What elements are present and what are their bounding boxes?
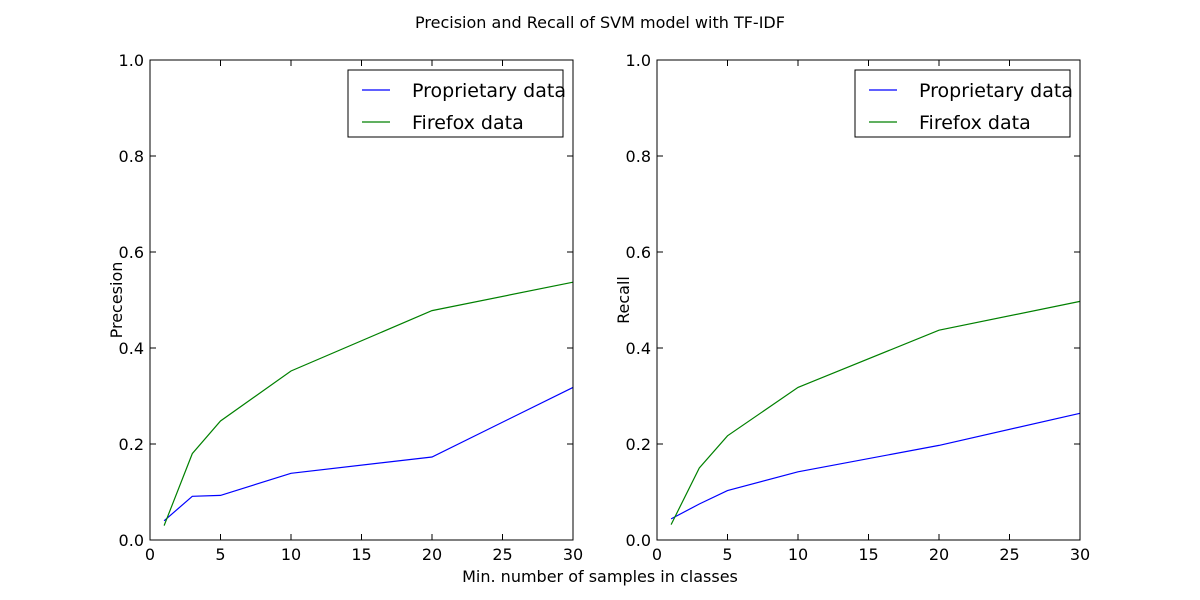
- series-line-proprietary-data: [163, 386, 574, 522]
- y-tick-label: 0.6: [119, 243, 144, 262]
- x-tick-label: 10: [788, 545, 808, 564]
- y-tick-label: 0.2: [119, 435, 144, 454]
- legend-label: Firefox data: [412, 112, 524, 134]
- y-tick-label: 0.0: [119, 531, 144, 550]
- x-tick-label: 30: [1070, 545, 1090, 564]
- recall-subplot: 0 5 10 15 20 25 30 0.0 0.2 0.4 0.6 0.8 1.0 Recall Prop…: [614, 51, 1090, 564]
- y-tick-label: 1.0: [119, 51, 144, 70]
- y-tick-label: 1.0: [626, 51, 651, 70]
- x-tick-label: 5: [722, 545, 732, 564]
- y-axis-label: Recall: [614, 276, 633, 324]
- legend-box: [854, 69, 1071, 138]
- series-line-firefox-data: [670, 300, 1081, 525]
- x-tick-label: 25: [492, 545, 512, 564]
- x-tick-label: 20: [929, 545, 949, 564]
- x-tick-label: 15: [858, 545, 878, 564]
- x-tick-label: 30: [563, 545, 583, 564]
- shared-x-axis-label: Min. number of samples in classes: [462, 567, 738, 586]
- legend-label: Proprietary data: [919, 80, 1073, 102]
- x-tick-label: 0: [145, 545, 155, 564]
- precision-subplot: 0 5 10 15 20 25 30 0.0 0.2 0.4 0.6 0.8 1.0 Precesion P…: [107, 51, 583, 564]
- y-tick-label: 0.8: [626, 147, 651, 166]
- y-tick-label: 0.0: [626, 531, 651, 550]
- y-tick-label: 0.8: [119, 147, 144, 166]
- y-tick-label: 0.6: [626, 243, 651, 262]
- y-tick-label: 0.4: [119, 339, 144, 358]
- y-tick-label: 0.2: [626, 435, 651, 454]
- legend-label: Proprietary data: [412, 80, 566, 102]
- x-tick-label: 0: [652, 545, 662, 564]
- x-tick-label: 25: [999, 545, 1019, 564]
- x-tick-label: 20: [422, 545, 442, 564]
- figure-title: Precision and Recall of SVM model with T…: [415, 13, 785, 32]
- series-line-firefox-data: [163, 281, 574, 526]
- legend-box: [347, 69, 564, 138]
- x-tick-label: 10: [281, 545, 301, 564]
- legend-label: Firefox data: [919, 112, 1031, 134]
- y-axis-label: Precesion: [107, 262, 126, 339]
- x-tick-label: 15: [351, 545, 371, 564]
- y-tick-label: 0.4: [626, 339, 651, 358]
- x-tick-label: 5: [215, 545, 225, 564]
- series-line-proprietary-data: [670, 412, 1081, 520]
